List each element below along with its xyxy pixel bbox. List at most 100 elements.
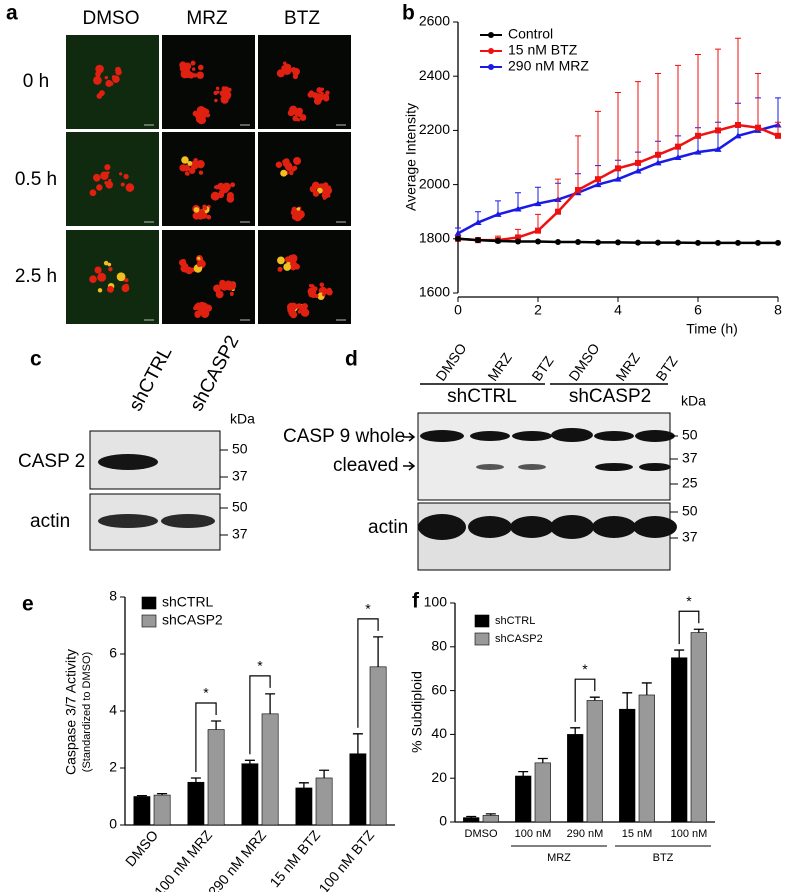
column-label: BTZ — [284, 8, 320, 29]
bar — [567, 734, 584, 823]
bar — [261, 713, 279, 826]
marker — [575, 187, 581, 194]
marker — [775, 239, 781, 246]
error-bar — [595, 110, 601, 180]
cell-signal — [179, 164, 187, 172]
cell-signal — [319, 282, 325, 288]
error-bar — [775, 97, 781, 125]
marker — [714, 145, 722, 152]
bar — [534, 762, 551, 823]
band-label: cleaved — [333, 455, 399, 476]
cell-signal — [95, 71, 101, 77]
cell-signal — [92, 173, 101, 182]
marker-label: 37 — [232, 526, 248, 542]
error-bar — [622, 692, 633, 710]
significance-bracket — [678, 610, 700, 645]
cell-signal — [284, 161, 293, 170]
cell-signal — [281, 69, 286, 74]
cell-signal — [100, 171, 109, 180]
blot — [417, 502, 671, 571]
marker — [615, 239, 621, 246]
cell-signal — [214, 98, 218, 103]
bar — [638, 694, 655, 823]
legend-label: shCASP2 — [495, 633, 543, 645]
micrograph — [66, 230, 159, 324]
error-bar — [675, 64, 681, 147]
band — [98, 514, 158, 528]
panel-letter: a — [6, 2, 18, 25]
micrograph-grid — [66, 35, 351, 324]
marker-label: 37 — [232, 468, 248, 484]
cell-signal — [96, 184, 103, 191]
error-bar — [635, 81, 641, 163]
bar — [671, 657, 688, 823]
cell-signal — [89, 275, 97, 284]
panel-letter: b — [402, 2, 415, 25]
cell-signal — [227, 195, 234, 202]
marker — [555, 239, 561, 246]
group-label: shCTRL — [447, 386, 517, 407]
y-tick-label: 20 — [431, 769, 447, 785]
cell-signal — [307, 91, 314, 98]
cell-signal — [321, 292, 326, 297]
marker — [595, 239, 601, 246]
error-bar — [537, 757, 548, 763]
error-bar — [352, 733, 363, 754]
x-tick-label: 290 nM — [567, 828, 604, 840]
cell-signal — [104, 180, 108, 185]
lane-label: BTZ — [528, 353, 557, 384]
cell-signal — [190, 60, 196, 66]
bar — [133, 796, 151, 826]
error-bar — [190, 777, 201, 783]
significance-label: * — [257, 658, 263, 674]
marker — [735, 239, 741, 246]
x-tick-label: DMSO — [122, 827, 161, 870]
cell-signal — [297, 309, 302, 314]
cell-signal — [320, 87, 325, 91]
cell-signal — [107, 262, 112, 267]
legend-label: shCTRL — [162, 594, 214, 610]
cell-signal — [215, 290, 224, 299]
cell-signal — [218, 190, 223, 194]
cell-signal — [227, 281, 237, 290]
cell-signal — [186, 172, 190, 176]
cell-signal — [292, 266, 296, 271]
cell-signal — [108, 267, 113, 272]
cell-signal — [301, 114, 307, 120]
cell-signal — [296, 207, 301, 211]
significance-label: * — [365, 601, 371, 617]
marker — [654, 159, 662, 166]
y-tick-label: 1600 — [419, 284, 450, 300]
cell-signal — [310, 292, 317, 299]
marker — [535, 227, 541, 234]
lane-label: DMSO — [432, 340, 469, 384]
cell-signal — [289, 171, 294, 176]
bar — [463, 817, 480, 823]
marker — [695, 239, 701, 246]
error-bar — [755, 72, 761, 128]
cell-signal — [326, 287, 332, 293]
micrograph — [66, 132, 159, 226]
cell-signal — [204, 108, 210, 115]
column-label: MRZ — [186, 8, 228, 29]
significance-bracket — [249, 675, 271, 755]
cell-signal — [123, 173, 129, 180]
band-label: actin — [368, 517, 408, 538]
legend-swatch — [141, 596, 157, 610]
marker — [555, 208, 561, 215]
bar — [207, 729, 225, 826]
cell-signal — [294, 69, 300, 75]
cell-signal — [181, 156, 189, 164]
cell-signal — [187, 72, 195, 79]
cell-signal — [191, 67, 196, 71]
cell-signal — [281, 65, 287, 71]
y-axis-label: Average Intensity — [403, 103, 419, 211]
bar — [187, 781, 205, 826]
marker — [614, 175, 622, 182]
x-tick-label: 15 nM BTZ — [266, 827, 323, 891]
cell-signal — [222, 182, 231, 192]
cell-signal — [311, 181, 320, 190]
error-bar — [518, 770, 529, 777]
cell-signal — [223, 86, 230, 92]
cell-signal — [179, 61, 187, 69]
